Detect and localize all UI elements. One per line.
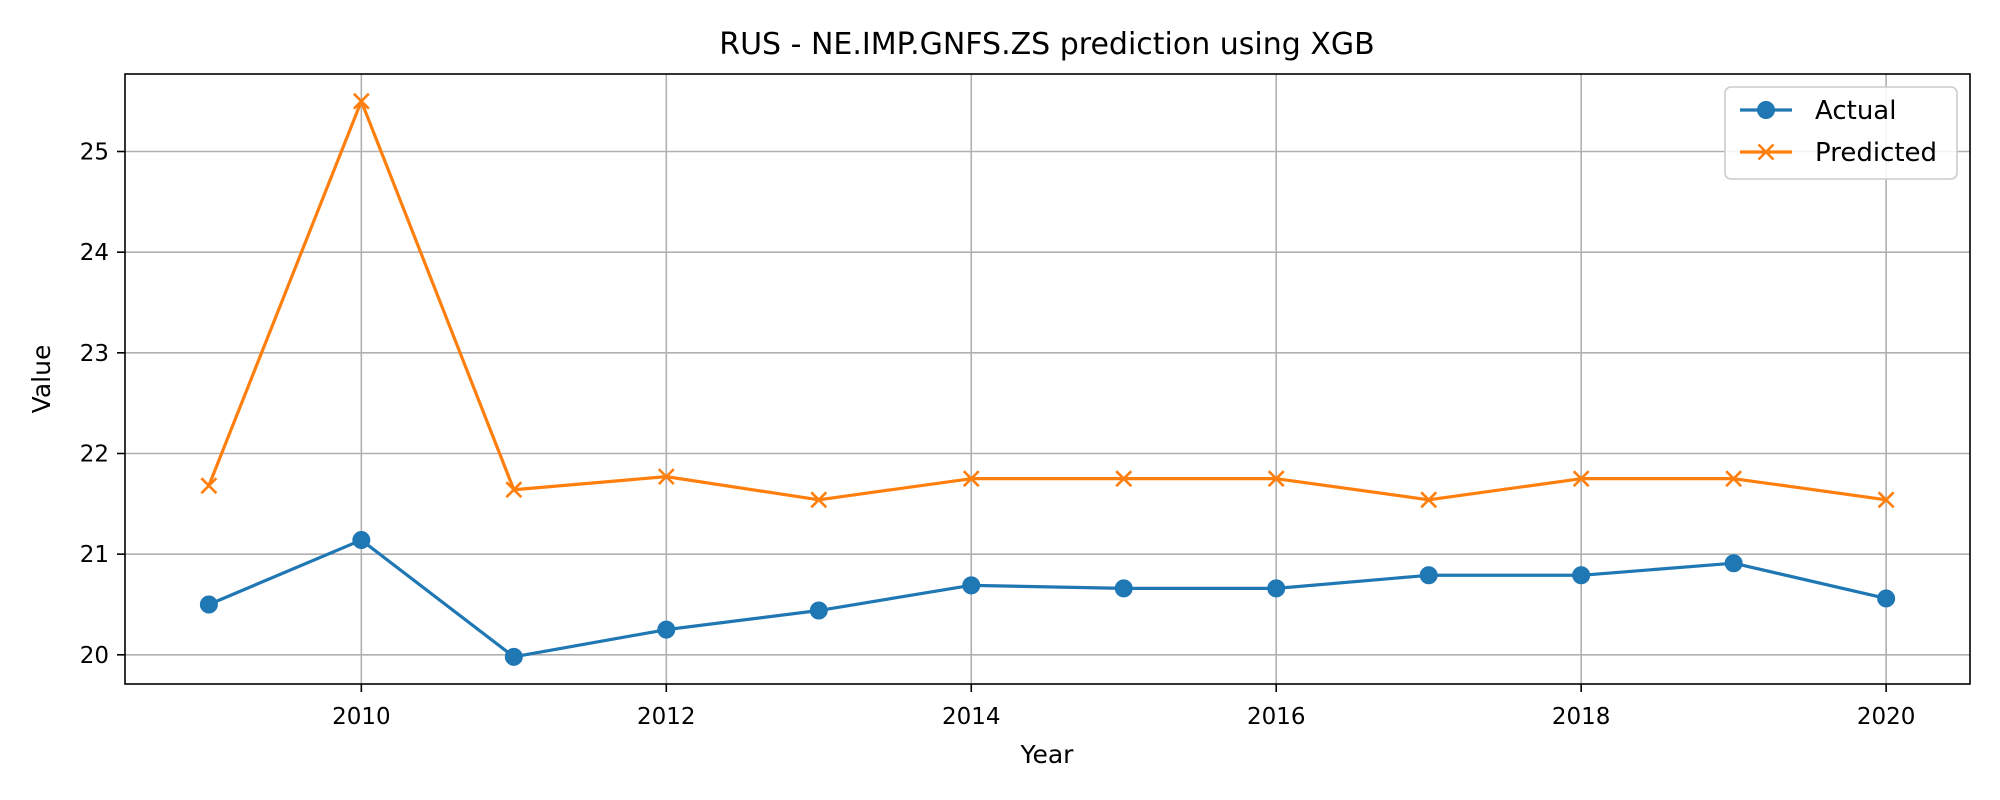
data-point-predicted	[200, 477, 218, 495]
data-point-predicted	[1572, 470, 1590, 488]
x-tick-label: 2016	[1247, 704, 1306, 730]
plot-frame	[124, 73, 1971, 685]
legend: Actual Predicted	[1724, 86, 1958, 180]
grid	[125, 74, 1970, 684]
x-tick-label: 2014	[942, 704, 1001, 730]
data-point-predicted	[1725, 470, 1743, 488]
x-tick-label: 2020	[1857, 704, 1916, 730]
data-point-actual	[657, 620, 676, 639]
data-point-actual	[352, 531, 371, 550]
data-point-predicted	[962, 470, 980, 488]
data-point-actual	[1877, 589, 1896, 608]
data-point-predicted	[1877, 491, 1895, 509]
x-tick-label: 2018	[1552, 704, 1611, 730]
y-tick-label: 23	[80, 341, 109, 367]
y-tick-label: 22	[80, 441, 109, 467]
y-tick-label: 20	[80, 643, 109, 669]
data-point-actual	[809, 601, 828, 620]
data-point-predicted	[1267, 470, 1285, 488]
x-tick-label: 2012	[637, 704, 696, 730]
x-axis-label: Year	[1020, 740, 1075, 769]
legend-marker	[1757, 101, 1775, 119]
series-actual	[199, 531, 1896, 666]
series-line-predicted	[207, 99, 1887, 502]
y-tick-label: 21	[80, 542, 109, 568]
data-point-actual	[1267, 579, 1286, 598]
y-axis-label: Value	[27, 345, 56, 414]
data-point-actual	[1572, 566, 1591, 585]
data-point-actual	[199, 595, 218, 614]
y-tick-label: 25	[80, 140, 109, 166]
data-point-actual	[1724, 554, 1743, 573]
series-line-actual	[208, 538, 1887, 659]
axes	[124, 73, 1971, 685]
data-point-predicted	[1420, 491, 1438, 509]
legend-label: Predicted	[1815, 138, 1937, 168]
series-layer	[199, 92, 1896, 666]
legend-marker	[1757, 143, 1775, 161]
data-point-predicted	[352, 92, 370, 110]
legend-label: Actual	[1815, 96, 1896, 126]
y-tick-label: 24	[80, 240, 109, 266]
legend-item-predicted: Predicted	[1740, 138, 1937, 168]
legend-item-actual: Actual	[1740, 96, 1896, 126]
data-point-predicted	[1115, 470, 1133, 488]
x-tick-label: 2010	[332, 704, 391, 730]
chart-title: RUS - NE.IMP.GNFS.ZS prediction using XG…	[719, 27, 1375, 62]
data-point-predicted	[657, 468, 675, 486]
data-point-predicted	[810, 491, 828, 509]
data-point-predicted	[505, 481, 523, 499]
data-point-actual	[962, 576, 981, 595]
series-predicted	[200, 92, 1895, 509]
data-point-actual	[1419, 566, 1438, 585]
data-point-actual	[1114, 579, 1133, 598]
data-point-actual	[504, 647, 523, 666]
